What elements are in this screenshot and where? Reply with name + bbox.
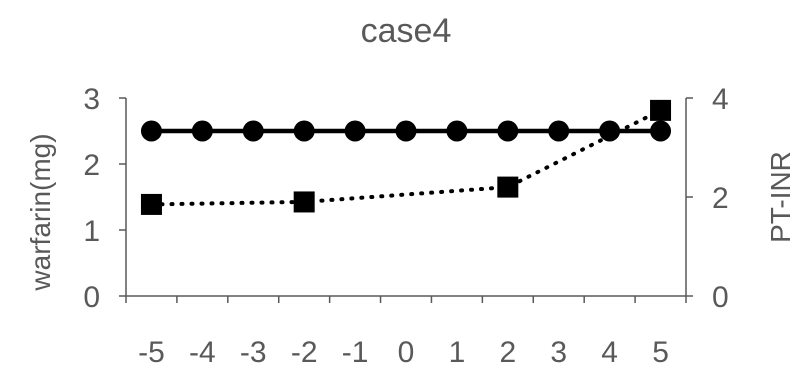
x-tick-label: -4 <box>189 336 216 369</box>
x-tick-label: 3 <box>550 336 567 369</box>
x-tick-label: -5 <box>138 336 165 369</box>
series-2-point <box>293 191 315 213</box>
x-tick-label: 5 <box>652 336 669 369</box>
x-tick-label: -1 <box>342 336 369 369</box>
series-1-point <box>140 120 162 142</box>
series-2-point <box>650 99 672 121</box>
series-1-point <box>548 120 570 142</box>
x-tick-label: 1 <box>449 336 466 369</box>
series-1-point <box>650 120 672 142</box>
chart-title: case4 <box>361 12 452 50</box>
series-1-point <box>599 120 621 142</box>
y-left-tick-label: 0 <box>83 281 100 314</box>
series-1-point <box>293 120 315 142</box>
series-1-point <box>446 120 468 142</box>
y-right-tick-label: 2 <box>712 182 729 215</box>
x-tick-label: 0 <box>398 336 415 369</box>
markers-layer <box>140 99 672 215</box>
x-tick-label: -2 <box>291 336 318 369</box>
series-2-point <box>497 176 519 198</box>
series-1-point <box>395 120 417 142</box>
x-tick-label: -3 <box>240 336 267 369</box>
x-tick-label: 2 <box>499 336 516 369</box>
series-1-point <box>191 120 213 142</box>
series-1-point <box>344 120 366 142</box>
series-1-point <box>497 120 519 142</box>
y-right-tick-label: 4 <box>712 83 729 116</box>
y-left-tick-label: 3 <box>83 83 100 116</box>
series-1-point <box>242 120 264 142</box>
y-axis-right-label: PT-INR <box>765 151 796 243</box>
y-left-tick-label: 1 <box>83 215 100 248</box>
y-left-tick-label: 2 <box>83 149 100 182</box>
series-line-2 <box>149 108 663 207</box>
x-tick-label: 4 <box>601 336 618 369</box>
series-2-point <box>140 193 162 215</box>
y-right-tick-label: 0 <box>712 281 729 314</box>
y-axis-left-label: warfarin(mg) <box>25 133 56 291</box>
